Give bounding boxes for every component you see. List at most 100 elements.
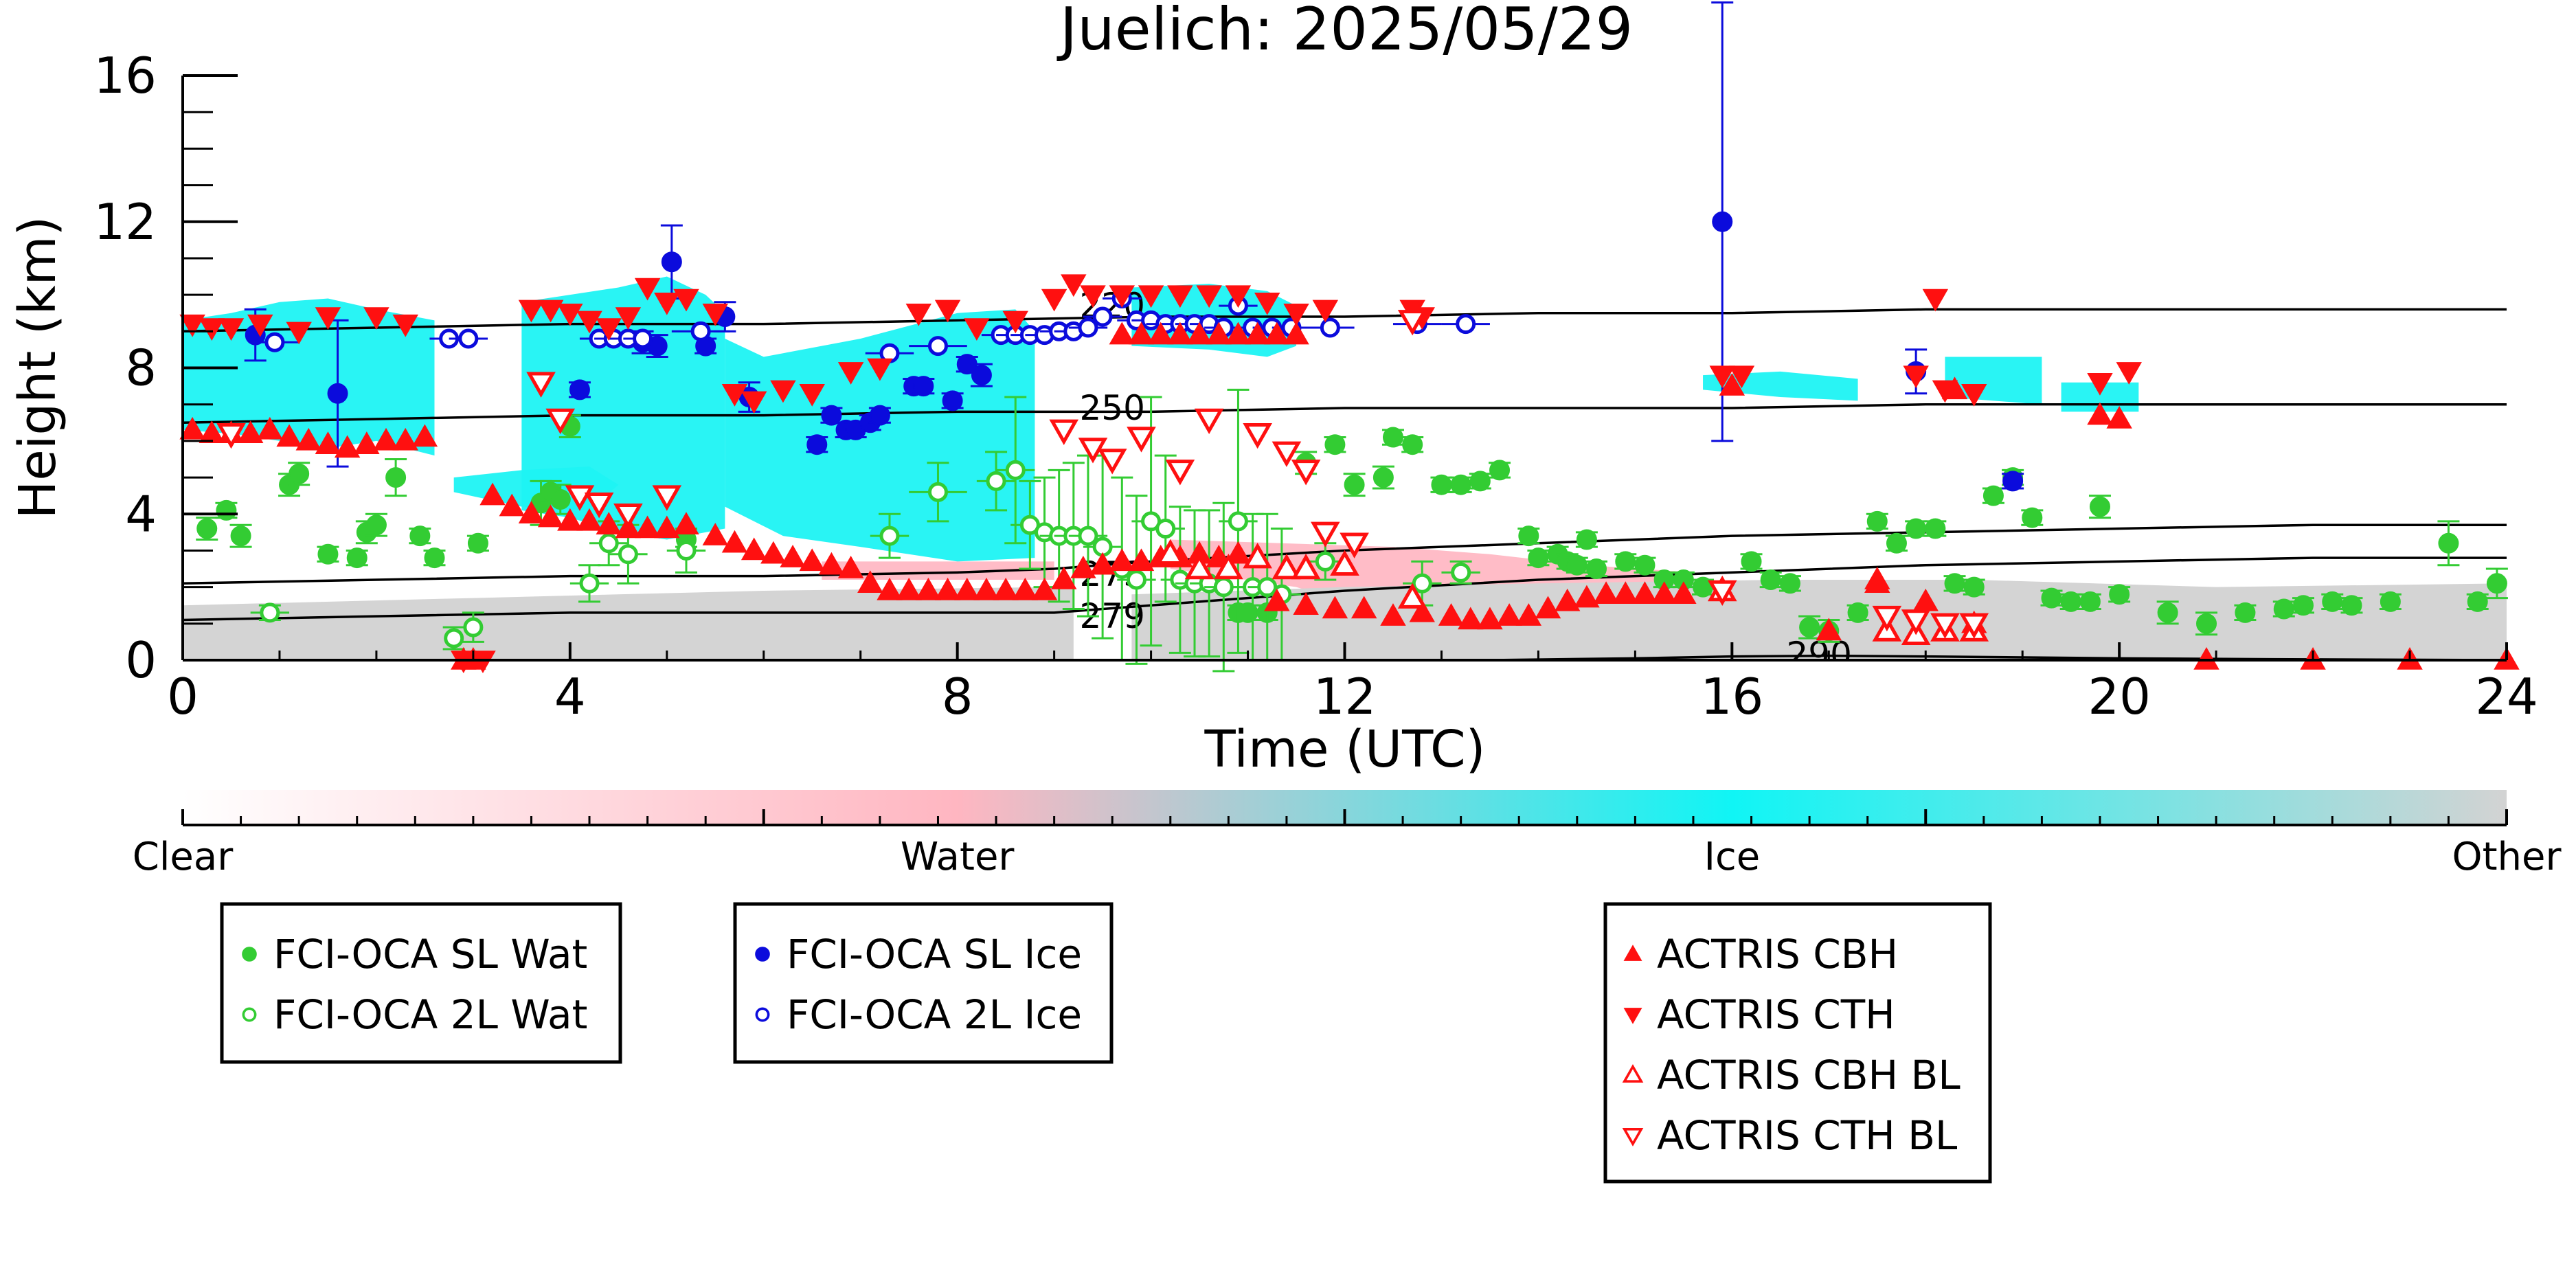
actris-cbh-point xyxy=(1864,570,1890,594)
fci-oca-2l-wat-point xyxy=(927,482,948,502)
actris-cbh-point xyxy=(1409,599,1435,622)
fci-oca-sl-wat-point xyxy=(2341,595,2362,616)
actris-cth-point xyxy=(1061,274,1087,297)
actris-cth-bl-point xyxy=(1901,609,1931,635)
fci-oca-sl-wat-point xyxy=(346,547,368,569)
fci-oca-2l-wat-point xyxy=(260,602,280,623)
fci-oca-sl-wat-point xyxy=(2109,584,2130,605)
actris-cth-point xyxy=(721,383,748,407)
legend-label-actris-cth-bl: ACTRIS CTH BL xyxy=(1657,1112,1957,1159)
fci-oca-sl-wat-point xyxy=(2273,598,2294,620)
actris-cbh-point xyxy=(1264,588,1290,611)
fci-oca-2l-ice-point xyxy=(927,336,948,357)
actris-cbh-point xyxy=(837,556,864,578)
actris-cth-point xyxy=(1728,365,1755,389)
actris-cbh-point xyxy=(354,431,380,454)
actris-cth-point xyxy=(470,651,496,674)
fci-oca-sl-wat-point xyxy=(1518,526,1539,547)
fci-oca-sl-wat-point xyxy=(1847,602,1868,623)
chart-title: Juelich: 2025/05/29 xyxy=(1057,0,1633,64)
actris-cbh-point xyxy=(1225,541,1252,564)
actris-cth-bl-point xyxy=(1707,580,1737,606)
x-tick-label: 24 xyxy=(2475,668,2538,725)
fci-oca-2l-ice-point xyxy=(633,328,653,349)
actris-cbh-point xyxy=(1322,596,1348,619)
y-axis-ticks: 0 4 8 12 16 xyxy=(93,47,238,689)
actris-cth-bl-point xyxy=(216,422,246,449)
actris-cbh-point xyxy=(1283,321,1309,345)
fci-oca-sl-wat-point xyxy=(216,499,237,521)
fci-oca-sl-wat-point xyxy=(409,526,431,547)
legend-marker-actris-cbh-bl xyxy=(1622,1064,1644,1083)
fci-oca-sl-wat-point xyxy=(1566,554,1588,576)
actris-cbh-point xyxy=(537,504,564,528)
actris-cth-point xyxy=(837,362,864,385)
fci-oca-sl-wat-point xyxy=(1372,467,1394,488)
contour-label-290: 290 xyxy=(1786,635,1851,675)
actris-cbh-bl-point xyxy=(1184,553,1214,580)
actris-cbh-point xyxy=(1671,581,1697,605)
colorbar-ticks xyxy=(181,809,2508,825)
fci-oca-sl-wat-point xyxy=(2060,591,2081,612)
fci-oca-sl-wat-point xyxy=(1489,460,1511,481)
actris-cbh-point xyxy=(1458,607,1484,630)
plot-area: 220250273279290 xyxy=(179,1,2520,675)
actris-cbh-point xyxy=(1651,581,1677,605)
legend-frame xyxy=(1603,902,1992,1184)
fci-oca-sl-wat-point xyxy=(365,515,387,536)
actris-cbh-point xyxy=(780,545,806,567)
actris-cth-bl-point xyxy=(1243,422,1272,449)
actris-cbh-point xyxy=(1612,581,1639,605)
actris-cth-bl-point xyxy=(545,408,576,435)
actris-cth-point xyxy=(1922,289,1949,312)
fci-oca-sl-ice-point xyxy=(1712,211,1733,232)
actris-cth-bl-point xyxy=(613,504,643,530)
fci-oca-sl-wat-point xyxy=(2438,532,2459,554)
actris-cbh-bl-point xyxy=(1330,550,1359,576)
actris-cth-point xyxy=(247,314,273,337)
actris-cbh-point xyxy=(760,541,787,564)
x-axis-label: Time (UTC) xyxy=(1204,720,1485,779)
legend-box-1: FCI-OCA SL Wat FCI-OCA 2L Wat xyxy=(220,902,622,1064)
actris-cbh-point xyxy=(1109,321,1136,345)
x-axis-ticks: 0 4 8 12 16 20 24 xyxy=(167,642,2538,725)
series-actris-cth xyxy=(179,274,2142,674)
actris-cth-point xyxy=(1312,300,1339,323)
fci-oca-sl-wat-point xyxy=(2041,587,2062,609)
actris-cbh-point xyxy=(721,530,748,553)
actris-cbh-bl-point xyxy=(1155,539,1186,565)
fci-oca-sl-wat-point xyxy=(2467,591,2488,612)
actris-cbh-point xyxy=(1380,603,1406,626)
actris-cbh-point xyxy=(818,552,845,575)
fci-oca-sl-wat-point xyxy=(550,488,571,510)
actris-cbh-point xyxy=(1225,321,1252,345)
actris-cbh-point xyxy=(2193,646,2219,670)
x-tick-label: 8 xyxy=(942,668,973,725)
actris-cth-point xyxy=(702,303,728,326)
legend-marker-actris-cth-bl xyxy=(1622,1128,1644,1146)
actris-cth-bl-point xyxy=(1272,441,1302,467)
axes: 0 4 8 12 16 20 24 0 4 8 12 16 xyxy=(93,47,2538,725)
fci-oca-sl-ice-point xyxy=(869,405,890,426)
fci-oca-sl-wat-point xyxy=(424,547,445,569)
fci-oca-sl-wat-point xyxy=(1324,434,1346,455)
actris-cth-point xyxy=(1080,285,1106,308)
actris-cth-point xyxy=(770,380,796,403)
actris-cth-point xyxy=(1283,303,1309,326)
region-ice xyxy=(725,309,1035,562)
fci-oca-sl-wat-point xyxy=(1906,518,1927,539)
actris-cbh-point xyxy=(1593,581,1619,605)
actris-cbh-point xyxy=(199,420,225,443)
fci-oca-2l-wat-point xyxy=(676,540,697,561)
actris-cth-point xyxy=(363,307,389,330)
actris-cbh-point xyxy=(237,420,264,443)
fci-oca-sl-wat-point xyxy=(1344,474,1365,495)
actris-cbh-bl-point xyxy=(1243,543,1272,569)
fci-oca-sl-wat-point xyxy=(196,518,218,539)
fci-oca-sl-wat-point xyxy=(317,543,339,565)
actris-cth-bl-point xyxy=(1930,613,1960,639)
fci-oca-sl-wat-point xyxy=(2322,591,2343,612)
actris-cth-point xyxy=(518,300,545,323)
actris-cth-point xyxy=(1138,285,1164,308)
